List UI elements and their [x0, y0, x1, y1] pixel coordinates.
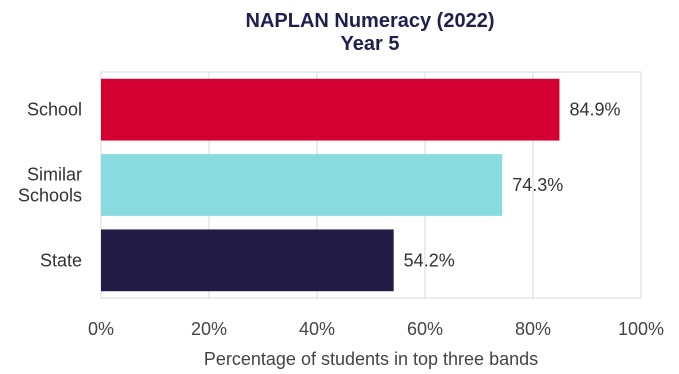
value-label: 84.9%: [569, 100, 620, 120]
bars: 84.9% 74.3% 54.2%: [101, 78, 621, 292]
category-label: School: [27, 100, 82, 120]
chart-title: NAPLAN Numeracy (2022): [245, 10, 495, 32]
x-axis-title: Percentage of students in top three band…: [204, 349, 538, 369]
category-label: Similar Schools: [18, 165, 82, 206]
x-tick-label: 20%: [191, 319, 227, 339]
bar: [101, 78, 560, 141]
x-tick-label: 40%: [299, 319, 335, 339]
category-labels: School Similar Schools State: [18, 100, 82, 271]
category-label: State: [40, 250, 82, 270]
x-tick-label: 80%: [515, 319, 551, 339]
x-tick-label: 0%: [88, 319, 114, 339]
bar: [101, 229, 394, 292]
x-tick-label: 100%: [618, 319, 664, 339]
value-label: 74.3%: [512, 175, 563, 195]
chart-subtitle: Year 5: [340, 33, 400, 55]
value-label: 54.2%: [404, 250, 455, 270]
bar: [101, 154, 503, 216]
x-tick-labels: 0% 20% 40% 60% 80% 100%: [88, 319, 664, 339]
x-tick-label: 60%: [407, 319, 443, 339]
